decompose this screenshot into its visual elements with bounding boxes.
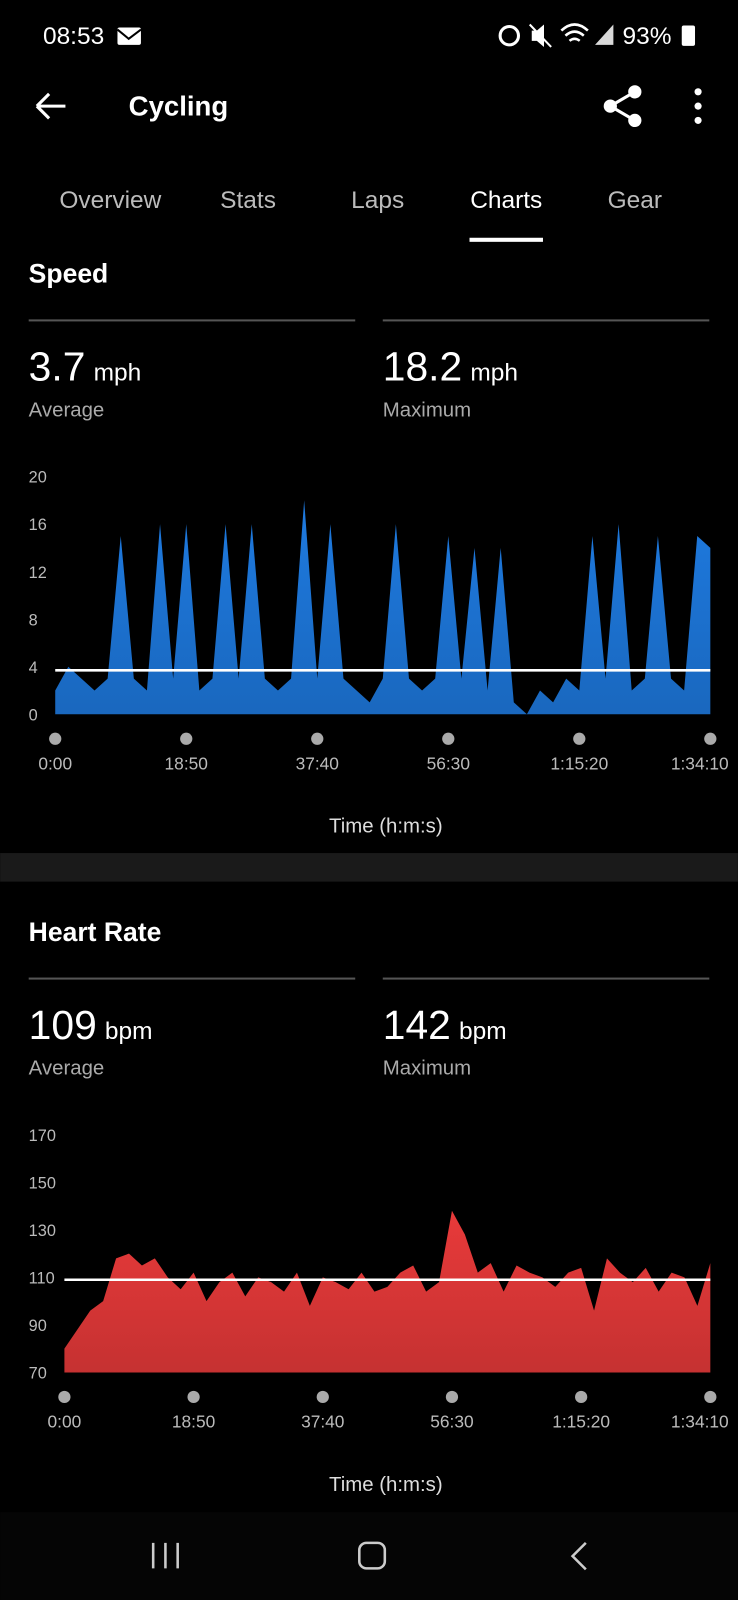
- y-tick-label: 170: [29, 1127, 56, 1145]
- share-button[interactable]: [603, 85, 642, 128]
- y-tick-label: 150: [29, 1174, 56, 1192]
- wifi-icon: [560, 23, 589, 42]
- back-nav-button[interactable]: [570, 1541, 587, 1571]
- stat-label: Maximum: [383, 399, 471, 421]
- x-tick-dot: [573, 732, 586, 745]
- stat-value: 142 bpm: [383, 1002, 507, 1048]
- menu-button[interactable]: [694, 88, 702, 124]
- stat-unit: mph: [470, 360, 518, 387]
- x-tick-dot: [180, 732, 193, 745]
- x-tick-label: 0:00: [48, 1412, 82, 1432]
- stat-rule: [382, 319, 710, 322]
- stat-value: 18.2 mph: [383, 344, 518, 390]
- mail-icon-flap: [116, 28, 142, 41]
- tab[interactable]: Gear: [608, 187, 662, 214]
- x-tick-dot: [187, 1390, 200, 1404]
- x-tick-label: 1:34:10: [671, 753, 729, 773]
- x-tick-dot: [58, 1390, 71, 1404]
- x-tick-label: 56:30: [427, 753, 470, 773]
- x-tick-label: 0:00: [38, 753, 72, 773]
- status-time: 08:53: [43, 23, 104, 50]
- header-title: Cycling: [129, 90, 229, 121]
- stat-rule: [382, 977, 710, 980]
- x-tick-dot: [49, 732, 62, 745]
- nav-bar: [0, 1512, 738, 1600]
- signal-icon: [595, 24, 614, 45]
- section-title: Speed: [29, 259, 109, 289]
- section-divider: [0, 853, 738, 882]
- y-tick-label: 4: [29, 659, 38, 677]
- stat-number: 3.7: [29, 344, 86, 390]
- area: [55, 500, 711, 715]
- alarm-icon: [498, 25, 521, 47]
- y-tick-label: 130: [29, 1222, 56, 1240]
- back-button[interactable]: [35, 92, 66, 120]
- tab-indicator: [469, 237, 543, 242]
- stat-rule: [28, 319, 356, 322]
- x-tick-label: 1:15:20: [552, 1412, 610, 1432]
- stat-unit: bpm: [459, 1018, 507, 1045]
- stat-number: 18.2: [383, 344, 462, 390]
- x-axis-title: Time (h:m:s): [329, 816, 443, 838]
- stat-unit: mph: [94, 360, 142, 387]
- x-tick-dot: [442, 732, 455, 745]
- x-tick-dot: [575, 1390, 588, 1404]
- y-tick-label: 90: [29, 1317, 47, 1335]
- y-tick-label: 110: [29, 1269, 55, 1287]
- x-tick-label: 18:50: [172, 1412, 215, 1432]
- mail-icon: [117, 27, 141, 45]
- stat-value: 3.7 mph: [29, 344, 141, 390]
- y-tick-label: 12: [29, 564, 47, 582]
- x-tick-label: 18:50: [165, 753, 208, 773]
- x-axis-title: Time (h:m:s): [329, 1474, 443, 1496]
- tab[interactable]: Stats: [220, 187, 276, 214]
- x-tick-dot: [445, 1390, 459, 1404]
- mute-icon: [531, 24, 544, 47]
- x-tick-dot: [311, 732, 324, 745]
- x-tick-label: 1:15:20: [550, 753, 608, 773]
- stat-rule: [28, 977, 356, 980]
- recents-button[interactable]: [151, 1542, 179, 1569]
- section-title: Heart Rate: [29, 917, 162, 947]
- stat-unit: bpm: [105, 1018, 153, 1045]
- x-tick-label: 56:30: [430, 1412, 473, 1432]
- stat-label: Maximum: [383, 1057, 471, 1079]
- tab[interactable]: Laps: [351, 187, 404, 214]
- y-tick-label: 70: [29, 1365, 47, 1383]
- stat-value: 109 bpm: [29, 1002, 153, 1048]
- tab[interactable]: Overview: [59, 187, 161, 214]
- stat-label: Average: [29, 399, 105, 421]
- x-tick-label: 1:34:10: [671, 1412, 729, 1432]
- stat-number: 142: [383, 1002, 451, 1048]
- tab[interactable]: Charts: [470, 187, 542, 214]
- x-tick-label: 37:40: [301, 1412, 344, 1432]
- y-tick-label: 20: [29, 469, 47, 487]
- home-button[interactable]: [358, 1541, 387, 1570]
- x-tick-label: 37:40: [296, 753, 339, 773]
- y-tick-label: 0: [29, 706, 38, 724]
- battery-text: 93%: [623, 23, 672, 50]
- mute-slash: [528, 23, 552, 48]
- y-tick-label: 16: [29, 516, 47, 534]
- x-tick-dot: [704, 732, 717, 745]
- y-tick-label: 8: [29, 611, 38, 629]
- x-tick-dot: [316, 1390, 329, 1404]
- x-tick-dot: [704, 1390, 717, 1404]
- area: [64, 1210, 711, 1373]
- battery-icon: [681, 25, 696, 46]
- stat-number: 109: [29, 1002, 97, 1048]
- stat-label: Average: [29, 1057, 105, 1079]
